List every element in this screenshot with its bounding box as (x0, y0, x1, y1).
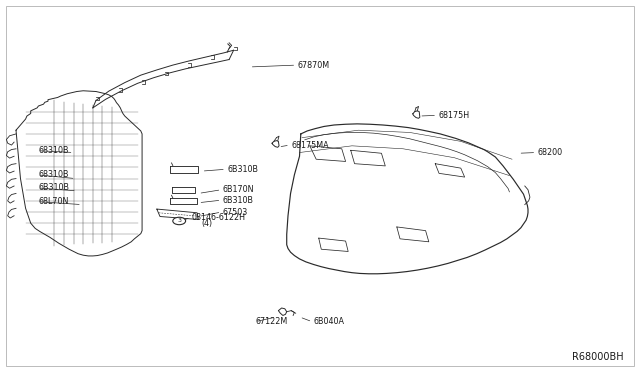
Text: R68000BH: R68000BH (572, 352, 624, 362)
Text: 68175H: 68175H (438, 111, 470, 120)
Text: 67870M: 67870M (298, 61, 330, 70)
Text: 68175MA: 68175MA (291, 141, 329, 150)
Text: 3: 3 (177, 218, 181, 224)
Text: 68310B: 68310B (38, 170, 69, 179)
Text: 6B310B: 6B310B (223, 196, 253, 205)
Text: 67503: 67503 (223, 208, 248, 217)
Text: 6B040A: 6B040A (314, 317, 344, 326)
Text: 68200: 68200 (538, 148, 563, 157)
Text: 6B170N: 6B170N (223, 185, 254, 194)
Text: 67122M: 67122M (256, 317, 288, 326)
Circle shape (173, 217, 186, 225)
Text: 6B310B: 6B310B (38, 183, 69, 192)
Text: 6B310B: 6B310B (227, 165, 258, 174)
Text: 68310B: 68310B (38, 146, 69, 155)
Text: 68L70N: 68L70N (38, 197, 68, 206)
Text: (4): (4) (202, 219, 212, 228)
Text: 08146-6122H: 08146-6122H (192, 213, 246, 222)
